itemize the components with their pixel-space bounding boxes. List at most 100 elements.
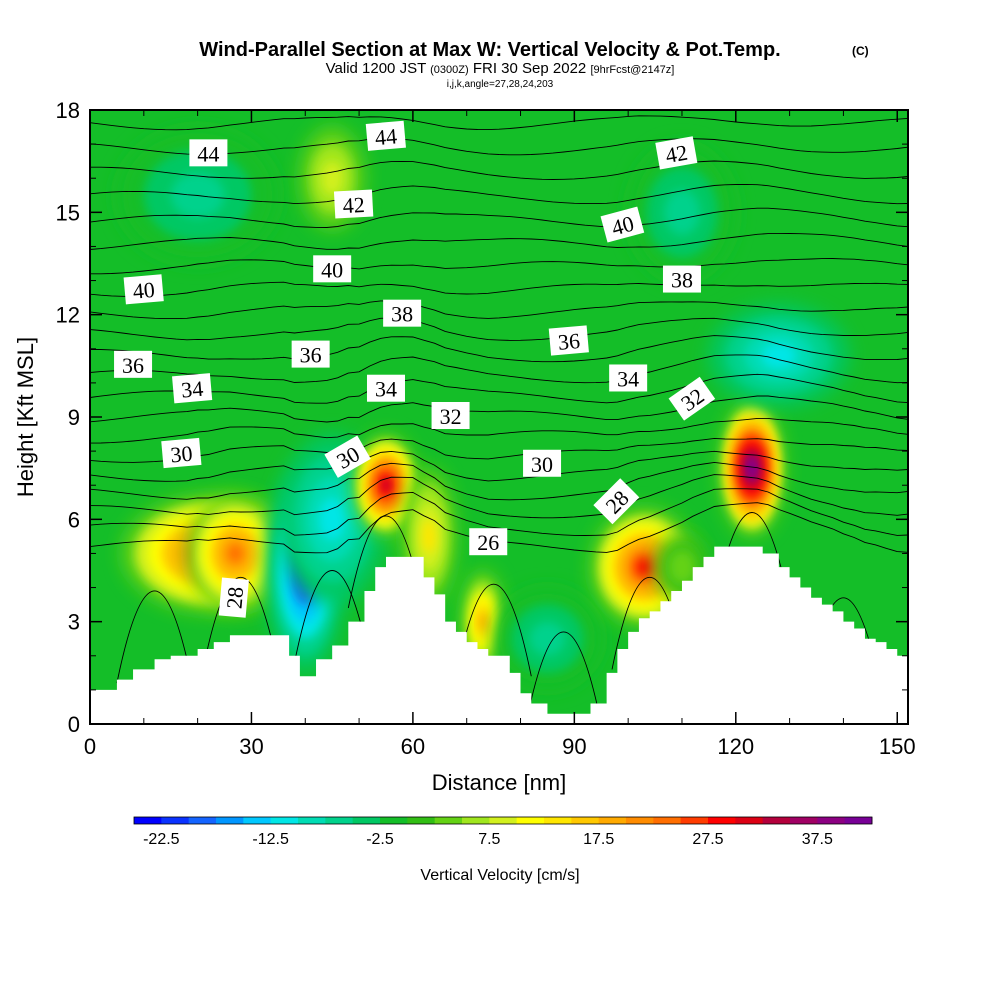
contour-label-box	[662, 265, 701, 293]
velocity-level	[636, 558, 652, 576]
theta-contour-line	[90, 233, 908, 250]
y-tick-label: 15	[56, 200, 80, 225]
y-tick-label: 12	[56, 303, 80, 328]
contour-label-box	[114, 350, 153, 378]
contour-label: 44	[189, 139, 228, 167]
contour-label-text: 30	[169, 441, 193, 468]
colorbar-label: Vertical Velocity [cm/s]	[420, 867, 579, 884]
theta-contour-line	[90, 115, 908, 131]
colorbar-swatch	[626, 817, 654, 824]
chart-subtitle: Valid 1200 JST (0300Z) FRI 30 Sep 2022 […	[326, 60, 675, 77]
velocity-level	[748, 461, 756, 475]
theta-contour-line	[90, 417, 908, 444]
theta-contour-line	[90, 373, 908, 404]
contour-label: 34	[172, 373, 213, 404]
velocity-cell	[708, 304, 849, 407]
contour-label: 40	[600, 206, 645, 243]
theta-contour-line	[90, 183, 908, 205]
y-tick-label: 0	[68, 712, 80, 737]
colorbar-swatch	[243, 817, 272, 824]
theta-contours	[90, 91, 908, 724]
x-tick-label: 0	[84, 734, 96, 759]
colorbar-tick-label: -2.5	[366, 831, 394, 848]
colorbar-tick-label: -22.5	[143, 831, 180, 848]
contour-label-box	[161, 437, 202, 469]
contour-label: 26	[469, 528, 508, 556]
y-tick-label: 9	[68, 405, 80, 430]
contour-label-text: 40	[132, 277, 156, 304]
theta-contour-line	[90, 335, 908, 363]
colorbar-swatch	[790, 817, 818, 824]
contour-label-text: 42	[342, 192, 365, 218]
x-tick-label: 120	[717, 734, 754, 759]
contour-label-text: 28	[221, 586, 248, 610]
colorbar-swatch	[735, 817, 764, 824]
velocity-level	[318, 498, 346, 541]
theta-contour-line	[90, 258, 908, 275]
contour-label: 38	[383, 299, 422, 327]
contour-label-text: 26	[477, 530, 499, 555]
contour-label-text: 38	[391, 302, 413, 327]
contour-label-box	[291, 340, 330, 368]
x-tick-label: 150	[879, 734, 916, 759]
contour-label: 42	[333, 189, 374, 219]
contour-label-box	[600, 206, 645, 243]
colorbar-swatch	[407, 817, 436, 824]
contour-label-box	[469, 528, 508, 556]
theta-contour-line	[90, 461, 908, 501]
contour-label-text: 40	[321, 257, 343, 282]
theta-contour-line	[90, 207, 908, 228]
velocity-cell	[461, 570, 505, 673]
contour-label: 36	[291, 340, 330, 368]
colorbar-swatch	[298, 817, 326, 824]
theta-contour-line	[90, 91, 908, 104]
contour-label-box	[172, 373, 213, 404]
contour-label-text: 34	[617, 366, 639, 391]
contour-label: 44	[365, 120, 406, 151]
colorbar-frame	[133, 816, 873, 825]
chart-subtitle-indices: i,j,k,angle=27,28,24,203	[447, 79, 554, 90]
contour-label-box	[655, 136, 698, 170]
chart-title: Wind-Parallel Section at Max W: Vertical…	[199, 39, 780, 61]
velocity-level	[227, 543, 244, 564]
theta-contour-line	[90, 354, 908, 384]
colorbar-swatch	[708, 817, 736, 824]
velocity-level	[478, 611, 488, 632]
contour-label-text: 34	[375, 377, 397, 402]
theta-contour-arc	[202, 577, 279, 670]
contour-label: 40	[313, 255, 352, 283]
contour-label: 34	[609, 364, 648, 392]
theta-contour-arc	[525, 631, 602, 724]
contour-label-box	[189, 139, 228, 167]
y-axis-label: Height [Kft MSL]	[13, 337, 38, 497]
theta-contour-line	[90, 281, 908, 297]
colorbar-swatch	[462, 817, 490, 824]
y-tick-label: 6	[68, 507, 80, 532]
theta-contour-arc	[116, 590, 193, 684]
velocity-cell	[493, 587, 602, 690]
contour-label-text: 44	[197, 141, 219, 166]
theta-contour-line	[90, 300, 908, 320]
contour-label: 38	[662, 265, 701, 293]
contour-label-text: 36	[300, 343, 322, 368]
colorbar-tick-label: 27.5	[692, 831, 723, 848]
contour-label-box	[609, 364, 648, 392]
theta-contour-line	[90, 450, 908, 482]
contour-label-box	[324, 435, 371, 478]
contour-label-text: 30	[531, 452, 553, 477]
colorbar-swatch	[188, 817, 217, 824]
contour-label-text: 44	[374, 123, 398, 150]
colorbar-swatch	[762, 817, 791, 824]
colorbar-swatch	[571, 817, 600, 824]
contour-label-box	[523, 449, 562, 477]
colorbar-swatch	[516, 817, 545, 824]
colorbar-tick-label: 7.5	[478, 831, 500, 848]
contour-label-text: 42	[664, 140, 690, 168]
theta-contour-line	[90, 474, 908, 519]
velocity-level	[529, 621, 566, 656]
colorbar-swatch	[544, 817, 572, 824]
contour-label-box	[123, 274, 164, 305]
